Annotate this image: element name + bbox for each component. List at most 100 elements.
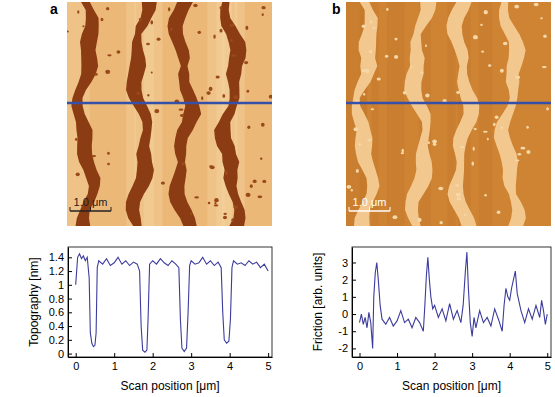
image-dot <box>250 184 253 188</box>
image-stripe <box>126 2 157 226</box>
y-tick: 1 <box>58 279 72 291</box>
image-dot <box>154 109 159 113</box>
image-dot <box>403 91 407 95</box>
image-dot <box>223 213 226 215</box>
y-tick: 1.2 <box>49 265 72 277</box>
image-dot <box>214 198 219 202</box>
image-dot <box>347 185 352 189</box>
image-dot <box>363 93 365 96</box>
figure: 1.0 μma01234500.20.40.60.811.21.4Scan po… <box>0 0 555 397</box>
image-dot <box>223 216 227 219</box>
image-dot <box>500 69 504 73</box>
image-dot <box>493 123 496 126</box>
image-dot <box>139 18 142 22</box>
image-dot <box>474 128 477 130</box>
y-tick: 1.4 <box>49 251 72 263</box>
y-tick-label: 0.2 <box>49 334 64 346</box>
image-dot <box>94 73 97 76</box>
x-tick-mark <box>510 353 511 357</box>
image-dot <box>246 193 251 197</box>
image-dot <box>194 196 199 198</box>
scale-bar-tick <box>349 207 350 211</box>
y-tick: 3 <box>342 256 356 268</box>
x-tick-label: 0 <box>357 360 363 372</box>
x-tick: 3 <box>189 353 195 372</box>
x-tick-label: 4 <box>227 360 233 372</box>
y-tick: -1 <box>338 325 356 337</box>
image-dot <box>481 50 484 52</box>
image-dot <box>385 55 388 58</box>
y-tick-label: 2 <box>342 274 348 286</box>
image-dot <box>225 171 228 175</box>
image-dot <box>222 94 225 98</box>
y-tick: 0 <box>58 348 72 360</box>
image-dot <box>262 180 266 183</box>
y-tick-mark <box>68 257 72 258</box>
y-tick: 0.8 <box>49 293 72 305</box>
image-stripe <box>71 2 100 226</box>
image-dot <box>410 66 412 69</box>
image-shading <box>207 2 224 226</box>
image-dot <box>107 152 110 155</box>
y-tick: 0 <box>342 308 356 320</box>
image-dot <box>425 45 427 48</box>
image-dot <box>170 28 173 31</box>
x-tick-mark <box>360 353 361 357</box>
image-dot <box>157 38 161 41</box>
image-dot <box>193 4 197 7</box>
y-tick-mark <box>68 340 72 341</box>
x-tick: 0 <box>73 353 79 372</box>
image-dot <box>151 71 153 73</box>
image-background <box>67 2 272 226</box>
x-tick: 1 <box>394 353 400 372</box>
image-dot <box>514 5 519 9</box>
image-stripe <box>168 2 202 226</box>
x-tick-mark <box>153 353 154 357</box>
image-dot <box>179 109 184 111</box>
image-dot <box>168 7 170 11</box>
image-dot <box>515 160 519 162</box>
afm-image <box>346 2 551 226</box>
image-dot <box>262 13 264 16</box>
image-dot <box>455 184 458 187</box>
y-tick-label: -1 <box>338 325 348 337</box>
image-dot <box>107 54 111 56</box>
image-dot <box>394 38 397 41</box>
y-tick: 0.6 <box>49 306 72 318</box>
image-dot <box>244 61 248 64</box>
y-tick-label: 1.4 <box>49 251 64 263</box>
image-dot <box>542 66 547 68</box>
x-axis-title: Scan position [μm] <box>121 379 220 393</box>
image-dot <box>370 20 372 23</box>
image-dot <box>501 126 503 129</box>
image-dot <box>269 95 272 99</box>
image-dot <box>365 69 370 73</box>
image-dot <box>472 162 474 166</box>
image-stripe <box>446 2 479 226</box>
image-dot <box>219 29 222 33</box>
image-dot <box>146 43 150 46</box>
x-tick-mark <box>472 353 473 357</box>
image-dot <box>216 76 220 79</box>
image-dot <box>358 143 361 145</box>
y-tick-mark <box>68 312 72 313</box>
y-tick-mark <box>352 297 356 298</box>
x-tick-label: 1 <box>394 360 400 372</box>
panel-label: b <box>332 1 341 17</box>
x-axis-title: Scan position [μm] <box>402 379 501 393</box>
x-axis-line <box>69 357 273 358</box>
image-dot <box>214 204 219 206</box>
x-tick-label: 2 <box>432 360 438 372</box>
y-axis-title: Friction [arb. units] <box>311 253 325 352</box>
image-dot <box>540 17 543 19</box>
x-tick: 5 <box>266 353 272 372</box>
profile-line <box>67 102 272 105</box>
image-shading <box>479 2 493 226</box>
image-dot <box>245 26 248 30</box>
image-dot <box>420 72 423 74</box>
image-dot <box>214 202 216 204</box>
scale-bar-label: 1.0 μm <box>74 196 108 208</box>
y-tick-mark <box>68 271 72 272</box>
image-shading <box>387 2 405 226</box>
image-dot <box>231 218 233 222</box>
